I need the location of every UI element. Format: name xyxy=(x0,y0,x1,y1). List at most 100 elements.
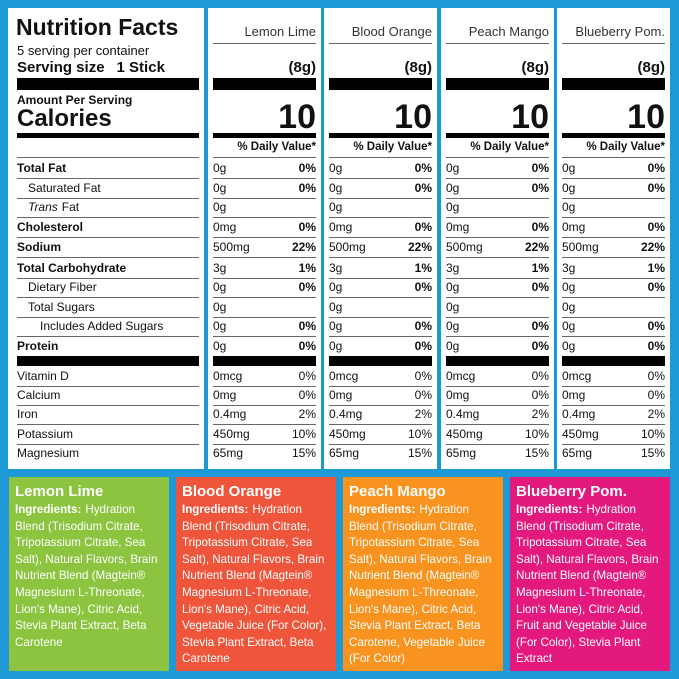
amount: 0g xyxy=(446,319,460,333)
card-text: Ingredients: Hydration Blend (Trisodium C… xyxy=(15,502,165,651)
daily-value: 2% xyxy=(531,407,549,421)
rule xyxy=(446,198,549,199)
amount: 65mg xyxy=(446,446,477,460)
daily-value: 0% xyxy=(298,161,316,175)
rule xyxy=(329,257,432,258)
amount: 0g xyxy=(446,280,460,294)
daily-value-header: % Daily Value* xyxy=(237,141,316,153)
thick-bar xyxy=(446,133,549,138)
ingredients-text: Hydration Blend (Trisodium Citrate, Trip… xyxy=(349,503,492,666)
amount: 0g xyxy=(446,200,460,214)
nutrient-label: Total Fat xyxy=(17,161,66,175)
amount: 0g xyxy=(329,200,343,214)
card-name: Blueberry Pom. xyxy=(516,483,627,500)
rule xyxy=(17,317,199,318)
amount: 0g xyxy=(213,200,227,214)
rule xyxy=(213,405,316,406)
nutrient-label: Protein xyxy=(17,339,58,353)
rule xyxy=(329,178,432,179)
rule xyxy=(562,405,665,406)
daily-value: 22% xyxy=(407,240,432,254)
daily-value: 0% xyxy=(414,339,432,353)
amount: 0g xyxy=(213,181,227,195)
daily-value: 0% xyxy=(647,280,665,294)
rule xyxy=(446,444,549,445)
nutrient-label: Cholesterol xyxy=(17,220,83,234)
amount: 0.4mg xyxy=(329,407,363,421)
amount: 0g xyxy=(562,300,576,314)
product-name: Blueberry Pom. xyxy=(575,24,665,39)
daily-value: 0% xyxy=(414,280,432,294)
rule xyxy=(562,386,665,387)
thick-bar xyxy=(213,78,316,90)
rule xyxy=(562,278,665,279)
rule xyxy=(17,157,199,158)
thick-bar xyxy=(446,78,549,90)
rule xyxy=(446,317,549,318)
thick-bar xyxy=(213,356,316,366)
rule xyxy=(329,336,432,337)
amount: 0.4mg xyxy=(446,407,480,421)
serving-weight: (8g) xyxy=(637,59,666,76)
rule xyxy=(213,198,316,199)
rule xyxy=(213,237,316,238)
daily-value: 0% xyxy=(647,319,665,333)
rule xyxy=(213,317,316,318)
amount: 0g xyxy=(562,161,576,175)
amount: 0g xyxy=(329,339,343,353)
amount: 0mcg xyxy=(446,369,476,383)
rule xyxy=(213,278,316,279)
serving-weight: (8g) xyxy=(404,59,433,76)
rule xyxy=(446,257,549,258)
daily-value: 0% xyxy=(647,161,665,175)
rule xyxy=(329,386,432,387)
daily-value: 0% xyxy=(414,220,432,234)
daily-value: 0% xyxy=(531,319,549,333)
rule xyxy=(329,217,432,218)
amount: 0g xyxy=(213,161,227,175)
amount: 0mcg xyxy=(562,369,592,383)
calories-label: Calories xyxy=(17,105,112,132)
daily-value: 0% xyxy=(414,369,432,383)
card-name: Peach Mango xyxy=(349,483,446,500)
ingredient-card: Lemon Lime Ingredients: Hydration Blend (T… xyxy=(9,477,169,671)
rule xyxy=(562,257,665,258)
daily-value: 15% xyxy=(407,446,432,460)
rule xyxy=(17,198,199,199)
daily-value: 1% xyxy=(414,261,432,275)
daily-value: 0% xyxy=(414,319,432,333)
ingredient-card: Peach Mango Ingredients: Hydration Blend (… xyxy=(343,477,503,671)
thick-bar xyxy=(329,78,432,90)
rule xyxy=(329,317,432,318)
amount-per-serving: Amount Per Serving xyxy=(17,93,133,107)
amount: 0mg xyxy=(213,388,237,402)
rule xyxy=(446,43,549,44)
daily-value: 0% xyxy=(531,339,549,353)
serving-size-label: Serving size xyxy=(17,59,105,76)
daily-value: 0% xyxy=(647,339,665,353)
nutrient-label: Total Carbohydrate xyxy=(17,261,126,275)
ingredient-card: Blood Orange Ingredients: Hydration Blend … xyxy=(176,477,336,671)
daily-value: 0% xyxy=(647,369,665,383)
rule xyxy=(213,297,316,298)
daily-value: 0% xyxy=(298,339,316,353)
daily-value: 0% xyxy=(298,388,316,402)
rule xyxy=(562,444,665,445)
nutrient-label: Iron xyxy=(17,407,38,421)
daily-value: 0% xyxy=(647,388,665,402)
daily-value: 0% xyxy=(298,369,316,383)
ingredients-text: Hydration Blend (Trisodium Citrate, Trip… xyxy=(182,503,327,666)
nutrient-label-text: Protein xyxy=(17,339,59,353)
rule xyxy=(213,178,316,179)
nutrient-label-text: Total Fat xyxy=(17,161,67,175)
amount: 500mg xyxy=(562,240,599,254)
thick-bar xyxy=(562,78,665,90)
rule xyxy=(213,424,316,425)
daily-value-header: % Daily Value* xyxy=(470,141,549,153)
amount: 450mg xyxy=(329,427,366,441)
nutrient-label: Saturated Fat xyxy=(28,181,101,195)
daily-value: 22% xyxy=(640,240,665,254)
amount: 0mg xyxy=(213,220,237,234)
rule xyxy=(562,43,665,44)
daily-value: 0% xyxy=(647,220,665,234)
